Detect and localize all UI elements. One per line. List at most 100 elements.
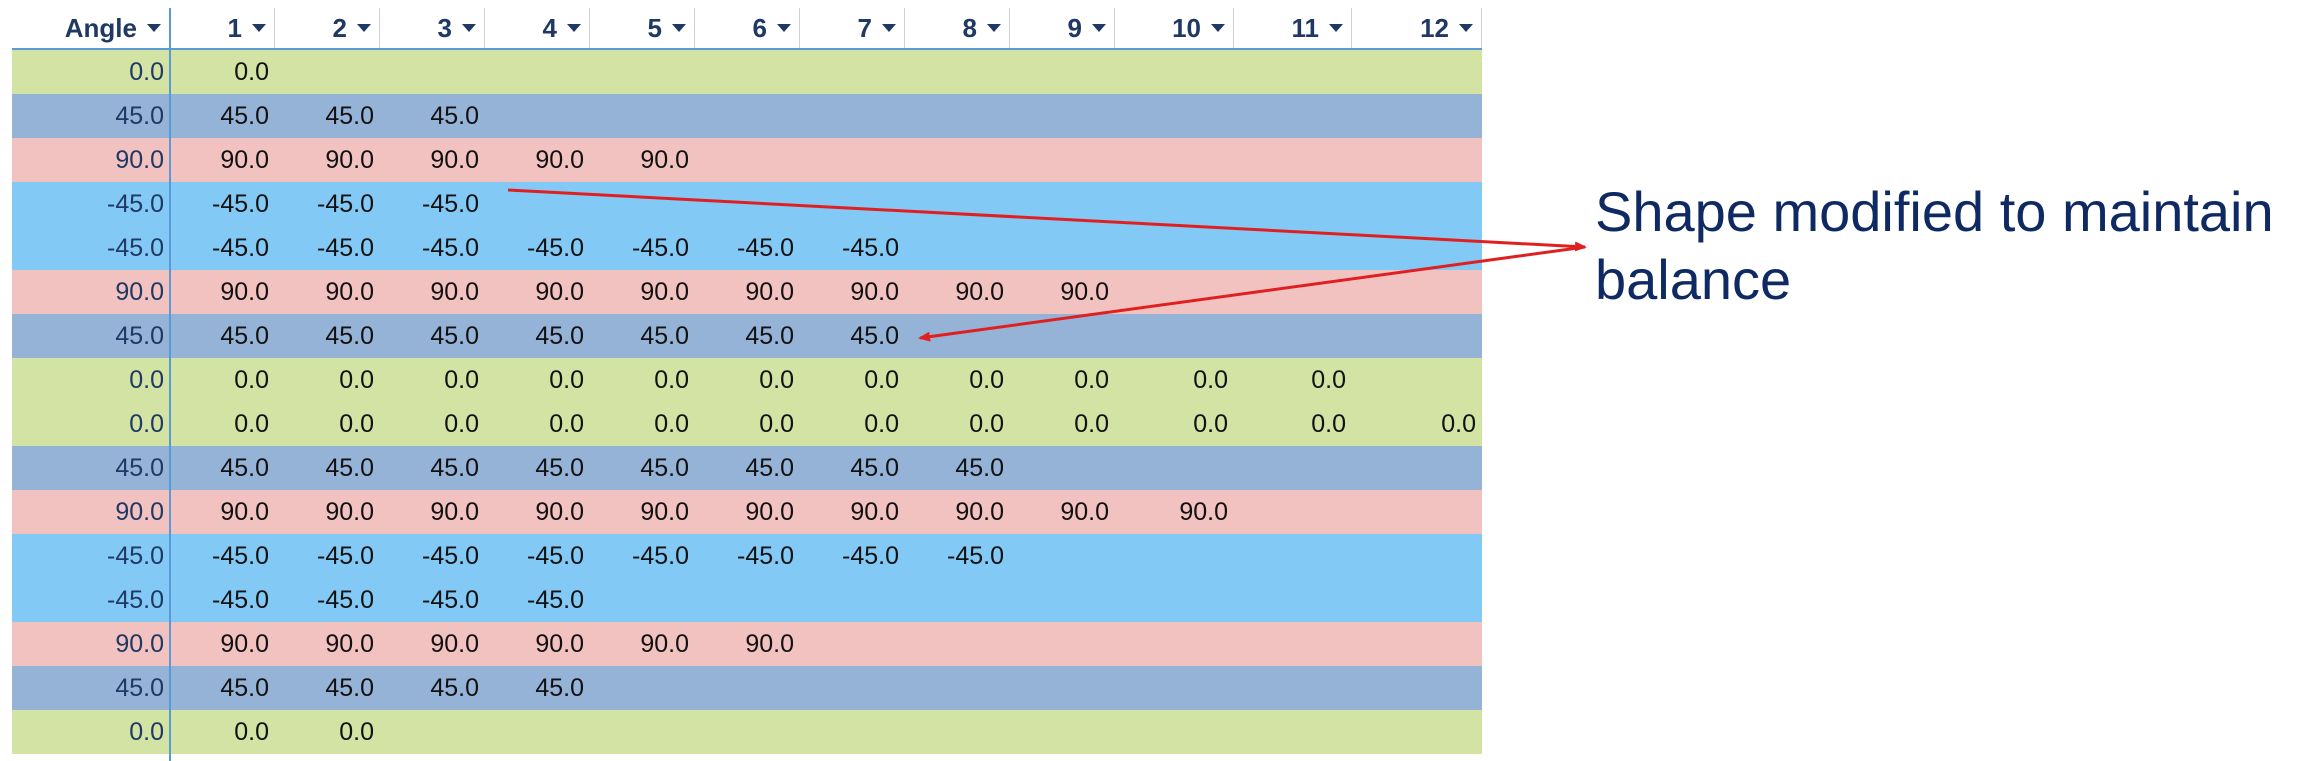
angle-cell[interactable]: 45.0 bbox=[115, 673, 164, 702]
angle-cell[interactable]: -45.0 bbox=[107, 585, 164, 614]
value-cell[interactable]: 0.0 bbox=[339, 409, 374, 438]
value-cell[interactable]: 90.0 bbox=[535, 629, 584, 658]
angle-cell[interactable]: 45.0 bbox=[115, 101, 164, 130]
value-cell[interactable]: 0.0 bbox=[759, 365, 794, 394]
value-cell[interactable]: -45.0 bbox=[422, 585, 479, 614]
value-cell[interactable]: 45.0 bbox=[325, 101, 374, 130]
value-cell[interactable]: 90.0 bbox=[325, 277, 374, 306]
value-cell[interactable]: -45.0 bbox=[212, 585, 269, 614]
value-cell[interactable]: -45.0 bbox=[632, 233, 689, 262]
column-header-12[interactable]: 12 bbox=[1352, 8, 1482, 48]
value-cell[interactable]: 45.0 bbox=[325, 321, 374, 350]
angle-cell[interactable]: 45.0 bbox=[115, 321, 164, 350]
value-cell[interactable]: 0.0 bbox=[234, 57, 269, 86]
value-cell[interactable]: -45.0 bbox=[737, 541, 794, 570]
column-header-10[interactable]: 10 bbox=[1115, 8, 1234, 48]
filter-dropdown-icon[interactable] bbox=[252, 24, 266, 32]
value-cell[interactable]: 45.0 bbox=[535, 321, 584, 350]
filter-dropdown-icon[interactable] bbox=[777, 24, 791, 32]
angle-cell[interactable]: 0.0 bbox=[129, 409, 164, 438]
value-cell[interactable]: 45.0 bbox=[535, 453, 584, 482]
value-cell[interactable]: 45.0 bbox=[850, 453, 899, 482]
column-header-5[interactable]: 5 bbox=[590, 8, 695, 48]
column-header-4[interactable]: 4 bbox=[485, 8, 590, 48]
value-cell[interactable]: 0.0 bbox=[339, 717, 374, 746]
value-cell[interactable]: 0.0 bbox=[1311, 365, 1346, 394]
angle-cell[interactable]: 90.0 bbox=[115, 145, 164, 174]
value-cell[interactable]: 90.0 bbox=[220, 629, 269, 658]
column-header-angle[interactable]: Angle bbox=[12, 8, 170, 48]
value-cell[interactable]: 45.0 bbox=[535, 673, 584, 702]
value-cell[interactable]: -45.0 bbox=[527, 541, 584, 570]
value-cell[interactable]: -45.0 bbox=[212, 233, 269, 262]
filter-dropdown-icon[interactable] bbox=[1329, 24, 1343, 32]
value-cell[interactable]: -45.0 bbox=[842, 541, 899, 570]
value-cell[interactable]: 90.0 bbox=[220, 277, 269, 306]
value-cell[interactable]: -45.0 bbox=[947, 541, 1004, 570]
value-cell[interactable]: 90.0 bbox=[640, 629, 689, 658]
filter-dropdown-icon[interactable] bbox=[1092, 24, 1106, 32]
value-cell[interactable]: 90.0 bbox=[640, 497, 689, 526]
value-cell[interactable]: -45.0 bbox=[842, 233, 899, 262]
value-cell[interactable]: -45.0 bbox=[317, 541, 374, 570]
value-cell[interactable]: 0.0 bbox=[1311, 409, 1346, 438]
angle-cell[interactable]: 90.0 bbox=[115, 277, 164, 306]
filter-dropdown-icon[interactable] bbox=[462, 24, 476, 32]
angle-cell[interactable]: 90.0 bbox=[115, 629, 164, 658]
value-cell[interactable]: 90.0 bbox=[535, 145, 584, 174]
value-cell[interactable]: 45.0 bbox=[220, 321, 269, 350]
value-cell[interactable]: 45.0 bbox=[430, 321, 479, 350]
column-header-6[interactable]: 6 bbox=[695, 8, 800, 48]
value-cell[interactable]: 0.0 bbox=[969, 409, 1004, 438]
value-cell[interactable]: -45.0 bbox=[422, 189, 479, 218]
value-cell[interactable]: 45.0 bbox=[850, 321, 899, 350]
column-header-8[interactable]: 8 bbox=[905, 8, 1010, 48]
value-cell[interactable]: 45.0 bbox=[220, 101, 269, 130]
value-cell[interactable]: -45.0 bbox=[527, 233, 584, 262]
value-cell[interactable]: 90.0 bbox=[955, 497, 1004, 526]
angle-cell[interactable]: 0.0 bbox=[129, 57, 164, 86]
value-cell[interactable]: -45.0 bbox=[317, 233, 374, 262]
value-cell[interactable]: 45.0 bbox=[955, 453, 1004, 482]
column-header-2[interactable]: 2 bbox=[275, 8, 380, 48]
value-cell[interactable]: 45.0 bbox=[745, 453, 794, 482]
value-cell[interactable]: 0.0 bbox=[759, 409, 794, 438]
value-cell[interactable]: 45.0 bbox=[640, 321, 689, 350]
column-header-7[interactable]: 7 bbox=[800, 8, 905, 48]
value-cell[interactable]: 0.0 bbox=[654, 365, 689, 394]
value-cell[interactable]: 45.0 bbox=[640, 453, 689, 482]
column-header-9[interactable]: 9 bbox=[1010, 8, 1115, 48]
value-cell[interactable]: -45.0 bbox=[422, 541, 479, 570]
value-cell[interactable]: 0.0 bbox=[1193, 409, 1228, 438]
value-cell[interactable]: -45.0 bbox=[527, 585, 584, 614]
value-cell[interactable]: 90.0 bbox=[955, 277, 1004, 306]
value-cell[interactable]: 45.0 bbox=[430, 453, 479, 482]
value-cell[interactable]: -45.0 bbox=[317, 585, 374, 614]
value-cell[interactable]: 90.0 bbox=[1179, 497, 1228, 526]
angle-cell[interactable]: 0.0 bbox=[129, 717, 164, 746]
value-cell[interactable]: 90.0 bbox=[430, 497, 479, 526]
filter-dropdown-icon[interactable] bbox=[882, 24, 896, 32]
value-cell[interactable]: 0.0 bbox=[444, 409, 479, 438]
value-cell[interactable]: 90.0 bbox=[1060, 277, 1109, 306]
angle-cell[interactable]: 0.0 bbox=[129, 365, 164, 394]
value-cell[interactable]: -45.0 bbox=[632, 541, 689, 570]
value-cell[interactable]: 90.0 bbox=[535, 277, 584, 306]
value-cell[interactable]: 90.0 bbox=[325, 629, 374, 658]
value-cell[interactable]: -45.0 bbox=[422, 233, 479, 262]
value-cell[interactable]: -45.0 bbox=[212, 189, 269, 218]
value-cell[interactable]: 90.0 bbox=[850, 277, 899, 306]
filter-dropdown-icon[interactable] bbox=[567, 24, 581, 32]
value-cell[interactable]: 0.0 bbox=[1441, 409, 1476, 438]
filter-dropdown-icon[interactable] bbox=[987, 24, 1001, 32]
value-cell[interactable]: -45.0 bbox=[212, 541, 269, 570]
value-cell[interactable]: 45.0 bbox=[430, 673, 479, 702]
value-cell[interactable]: 0.0 bbox=[1193, 365, 1228, 394]
filter-dropdown-icon[interactable] bbox=[147, 24, 161, 32]
value-cell[interactable]: 90.0 bbox=[220, 497, 269, 526]
value-cell[interactable]: 90.0 bbox=[640, 145, 689, 174]
value-cell[interactable]: 90.0 bbox=[430, 145, 479, 174]
value-cell[interactable]: 90.0 bbox=[745, 277, 794, 306]
value-cell[interactable]: 90.0 bbox=[640, 277, 689, 306]
value-cell[interactable]: -45.0 bbox=[737, 233, 794, 262]
